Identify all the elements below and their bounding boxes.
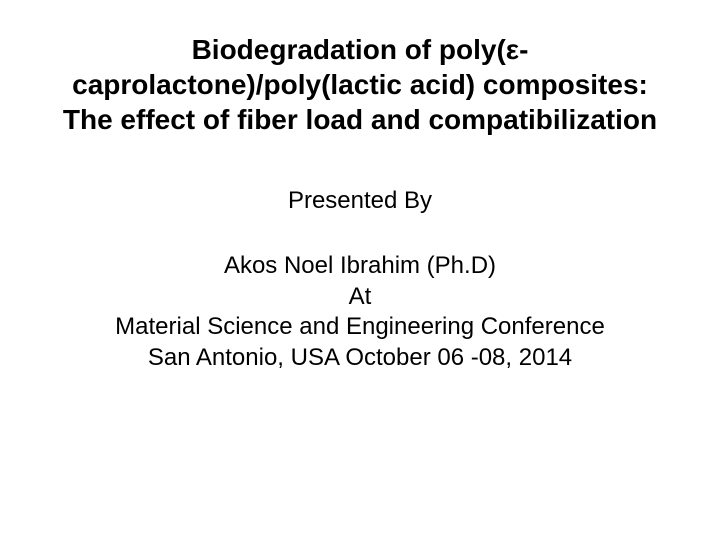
slide-title: Biodegradation of poly(ε-caprolactone)/p…: [60, 32, 660, 137]
conference-location-date: San Antonio, USA October 06 -08, 2014: [115, 343, 605, 374]
presenter-at: At: [115, 282, 605, 313]
conference-name: Material Science and Engineering Confere…: [115, 312, 605, 343]
presenter-details: Akos Noel Ibrahim (Ph.D) At Material Sci…: [75, 251, 645, 374]
title-slide: Biodegradation of poly(ε-caprolactone)/p…: [0, 0, 720, 540]
presenter-name: Akos Noel Ibrahim (Ph.D): [115, 251, 605, 282]
presented-by-label: Presented By: [288, 187, 432, 215]
